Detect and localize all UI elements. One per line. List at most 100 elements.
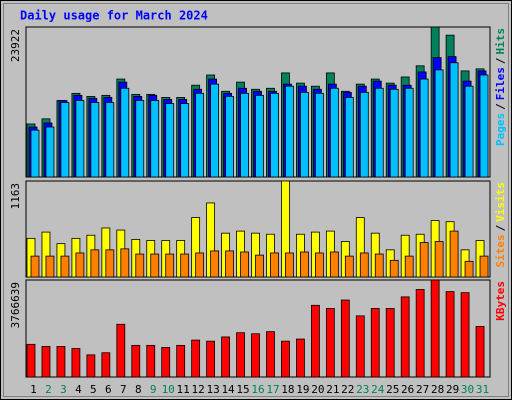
bar: [150, 253, 160, 278]
bar: [404, 255, 414, 278]
bar: [206, 340, 216, 378]
bar: [314, 252, 324, 278]
bar: [329, 251, 339, 278]
bar: [236, 332, 245, 378]
bar: [434, 69, 444, 178]
legend-entry: Hits: [494, 28, 507, 55]
bar: [404, 87, 414, 178]
bar: [60, 255, 70, 278]
x-tick-label: 25: [386, 383, 399, 396]
bar: [255, 94, 264, 178]
bar: [161, 347, 171, 378]
x-tick-label: 11: [177, 383, 190, 396]
x-tick-label: 27: [416, 383, 429, 396]
bar: [90, 102, 100, 178]
legend-entry: KBytes: [494, 281, 507, 321]
bar: [445, 291, 455, 378]
bar: [285, 85, 294, 178]
bar: [449, 230, 459, 278]
bar: [195, 252, 205, 278]
bar: [460, 292, 470, 378]
legend-entry: Files: [494, 67, 507, 100]
x-tick-label: 10: [162, 383, 175, 396]
bar: [71, 348, 81, 378]
y-tick-label: 23922: [9, 29, 22, 62]
bar: [389, 88, 399, 178]
chart-title: Daily usage for March 2024: [20, 9, 208, 23]
x-tick-label: 26: [401, 383, 414, 396]
legend: Pages / Files / Hits: [494, 28, 507, 146]
x-tick-label: 29: [446, 383, 459, 396]
bar: [385, 308, 395, 378]
bar: [370, 308, 380, 378]
bar: [180, 103, 190, 178]
bar: [266, 331, 275, 378]
x-tick-label: 22: [341, 383, 354, 396]
bar: [251, 333, 260, 378]
bar: [105, 102, 115, 178]
bar: [146, 344, 156, 378]
x-tick-label: 5: [90, 383, 97, 396]
frame-inner: [3, 3, 509, 397]
y-tick-label: 3766639: [9, 282, 22, 328]
x-tick-label: 4: [75, 383, 82, 396]
x-tick-label: 9: [150, 383, 157, 396]
bar: [191, 339, 201, 378]
bar: [120, 87, 130, 178]
bar: [150, 100, 160, 178]
bar: [359, 91, 369, 178]
bar: [60, 102, 70, 178]
x-tick-label: 7: [120, 383, 127, 396]
legend-entry: Pages: [494, 113, 507, 146]
bar: [255, 254, 264, 278]
bar: [314, 92, 324, 178]
x-tick-label: 13: [206, 383, 219, 396]
bar: [131, 344, 141, 378]
x-tick-label: 31: [476, 383, 489, 396]
bar: [90, 249, 100, 278]
bar: [30, 255, 40, 278]
x-tick-label: 12: [192, 383, 205, 396]
bar: [464, 260, 474, 278]
bar: [75, 252, 85, 278]
bar: [45, 126, 55, 178]
bar: [101, 352, 111, 378]
bar: [165, 103, 175, 178]
bar: [86, 354, 96, 378]
bar: [325, 308, 335, 378]
x-tick-label: 19: [296, 383, 309, 396]
bar: [310, 304, 320, 378]
x-tick-label: 18: [281, 383, 294, 396]
bar: [340, 299, 350, 378]
bar: [344, 255, 354, 278]
bar: [180, 253, 190, 278]
bar: [415, 289, 425, 378]
bar: [75, 100, 85, 178]
x-tick-label: 15: [236, 383, 249, 396]
x-tick-label: 20: [311, 383, 324, 396]
bar: [270, 92, 279, 178]
bar: [300, 91, 309, 178]
bar: [285, 252, 294, 278]
x-tick-label: 24: [371, 383, 385, 396]
legend-separator: /: [494, 57, 507, 64]
bar: [419, 242, 429, 278]
x-tick-label: 3: [60, 383, 67, 396]
x-tick-label: 28: [431, 383, 444, 396]
x-tick-label: 30: [461, 383, 474, 396]
legend: KBytes: [494, 281, 507, 321]
bar: [195, 92, 205, 178]
bar: [475, 325, 485, 378]
bar: [116, 323, 126, 378]
x-tick-label: 16: [251, 383, 264, 396]
bar: [221, 336, 230, 378]
bar: [389, 259, 399, 278]
bar: [56, 346, 66, 378]
x-tick-label: 21: [326, 383, 339, 396]
bar: [225, 96, 234, 178]
bar: [270, 252, 279, 278]
bar: [30, 129, 40, 178]
bar: [210, 250, 220, 278]
legend-entry: Sites: [494, 234, 507, 267]
